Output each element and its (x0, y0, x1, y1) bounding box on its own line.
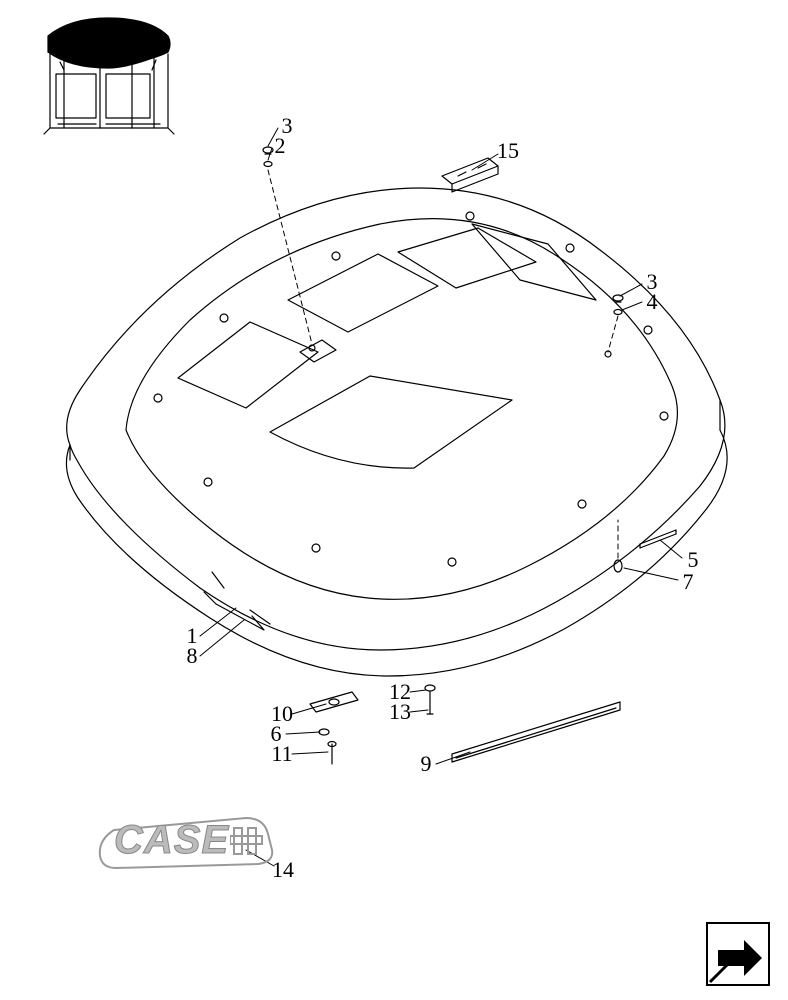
part-12-13 (425, 685, 435, 714)
brand-text: CASE (114, 818, 229, 863)
callout-15: 15 (497, 138, 519, 164)
part-9 (452, 702, 620, 762)
part-5 (640, 530, 676, 548)
diagram-canvas: 3 2 15 3 4 5 7 1 8 10 6 11 12 13 9 14 CA… (0, 0, 788, 1000)
corner-next-icon (706, 922, 770, 986)
part-10-6-11 (310, 692, 358, 764)
callout-8: 8 (187, 643, 198, 669)
callout-7: 7 (683, 569, 694, 595)
roof-panel (66, 188, 727, 676)
callout-2: 2 (275, 133, 286, 159)
callout-9: 9 (421, 751, 432, 777)
thumbnail-cab (44, 18, 174, 134)
callout-4: 4 (647, 289, 658, 315)
part-15 (442, 158, 498, 192)
callout-11: 11 (271, 741, 292, 767)
callout-13: 13 (389, 699, 411, 725)
